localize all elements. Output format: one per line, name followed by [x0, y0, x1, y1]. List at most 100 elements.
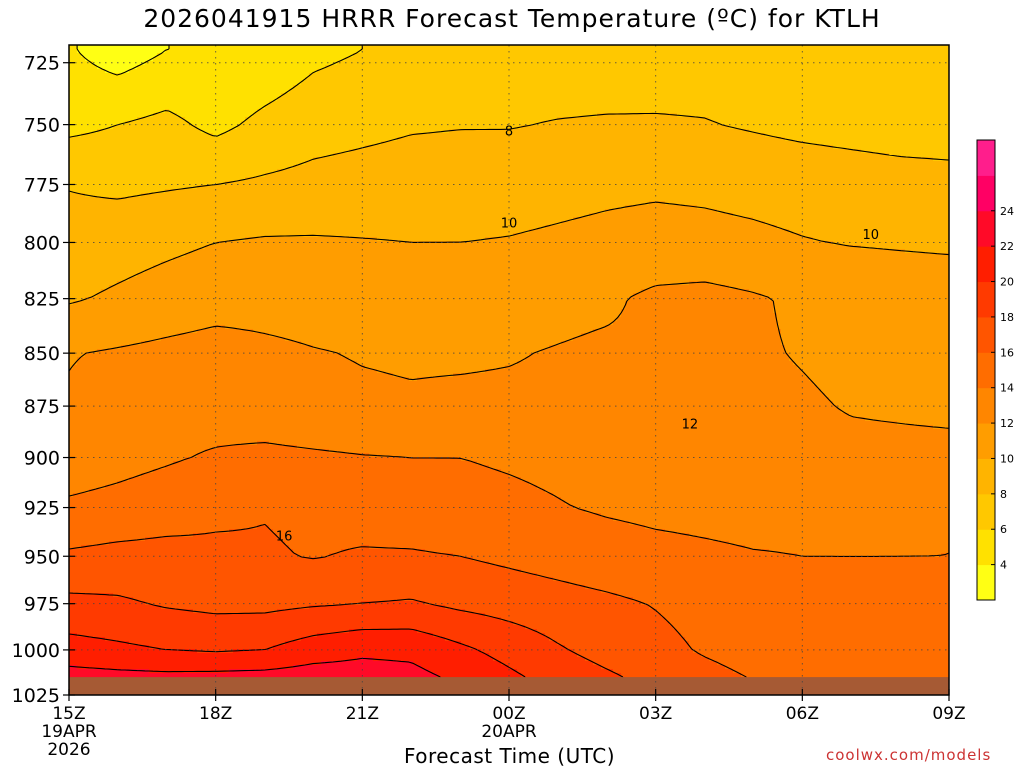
temperature-cell: [69, 477, 130, 482]
temperature-cell: [153, 113, 178, 118]
temperature-cell: [369, 453, 949, 458]
temperature-cell: [193, 609, 278, 614]
temperature-cell: [269, 101, 949, 106]
temperature-cell: [69, 425, 934, 430]
temperature-cell: [573, 505, 949, 510]
temperature-cell: [129, 277, 949, 282]
temperature-cell: [69, 229, 530, 234]
temperature-cell: [597, 113, 678, 118]
temperature-cell: [789, 357, 949, 362]
temperature-cell: [413, 661, 502, 666]
temperature-cell: [149, 645, 274, 650]
temperature-cell: [69, 617, 502, 622]
temperature-cell: [89, 489, 546, 494]
temperature-cell: [773, 305, 949, 310]
x-tick-label: 21Z: [346, 704, 379, 724]
temperature-cell: [69, 533, 194, 538]
temperature-cell: [145, 537, 282, 542]
temperature-cell: [69, 129, 98, 134]
temperature-cell: [69, 609, 194, 614]
temperature-cell: [253, 113, 598, 118]
y-tick-label: 800: [24, 232, 60, 254]
temperature-cell: [69, 469, 154, 474]
temperature-cell: [69, 389, 822, 394]
temperature-cell: [69, 101, 270, 106]
temperature-cell: [717, 661, 949, 666]
temperature-cell: [169, 109, 258, 114]
temperature-cell: [273, 529, 666, 534]
temperature-cell: [521, 673, 622, 678]
temperature-cell: [69, 661, 322, 666]
temperature-cell: [69, 409, 842, 414]
temperature-cell: [281, 537, 710, 542]
temperature-cell: [237, 125, 522, 130]
temperature-cell: [145, 601, 362, 606]
temperature-cell: [269, 441, 949, 446]
temperature-cell: [125, 121, 190, 126]
temperature-cell: [941, 553, 949, 558]
temperature-cell: [485, 369, 802, 374]
temperature-cell: [569, 581, 949, 586]
temperature-cell: [333, 153, 890, 158]
temperature-cell: [69, 357, 78, 362]
temperature-cell: [317, 69, 949, 74]
temperature-cell: [665, 617, 949, 622]
temperature-cell: [465, 609, 658, 614]
temperature-cell: [69, 341, 142, 346]
temperature-cell: [69, 401, 834, 406]
temperature-cell: [69, 529, 230, 534]
temperature-cell: [165, 49, 362, 54]
temperature-cell: [69, 49, 78, 54]
temperature-cell: [841, 409, 949, 414]
temperature-cell: [805, 373, 949, 378]
y-tick-label: 775: [24, 174, 60, 196]
temperature-cell: [625, 301, 774, 306]
temperature-cell: [69, 185, 198, 190]
temperature-cell: [69, 405, 838, 410]
temperature-cell: [69, 349, 98, 354]
temperature-cell: [69, 201, 650, 206]
temperature-cell: [69, 445, 218, 450]
temperature-cell: [69, 465, 166, 470]
temperature-cell: [521, 477, 949, 482]
temperature-cell: [85, 193, 142, 198]
colorbar-swatch: [977, 246, 995, 283]
temperature-cell: [69, 353, 86, 358]
temperature-cell: [97, 65, 138, 70]
temperature-cell: [749, 129, 949, 134]
colorbar-swatch: [977, 564, 995, 601]
temperature-cell: [301, 81, 949, 86]
temperature-cell: [69, 429, 949, 434]
temperature-cell: [833, 241, 949, 246]
contour-line: [69, 201, 949, 305]
chart-title: 2026041915 HRRR Forecast Temperature (ºC…: [143, 4, 881, 33]
temperature-cell: [69, 641, 130, 646]
temperature-cell: [101, 289, 642, 294]
temperature-cell: [81, 133, 214, 138]
temperature-cell: [69, 85, 294, 90]
temperature-cell: [529, 481, 949, 486]
temperature-cell: [509, 473, 949, 478]
temperature-cell: [717, 121, 949, 126]
temperature-cell: [285, 641, 462, 646]
temperature-cell: [69, 569, 522, 574]
temperature-cell: [657, 609, 949, 614]
temperature-cell: [517, 669, 614, 674]
temperature-cell: [69, 637, 106, 642]
temperature-cell: [69, 369, 378, 374]
temperature-cell: [585, 509, 949, 514]
temperature-cell: [289, 89, 949, 94]
x-tick-label: 15Z: [52, 704, 85, 724]
temperature-cell: [69, 137, 398, 142]
temperature-cell: [633, 293, 762, 298]
temperature-cell: [773, 309, 949, 314]
temperature-cell: [549, 345, 786, 350]
temperature-cell: [77, 45, 170, 50]
temperature-cell: [165, 189, 949, 194]
temperature-cell: [653, 285, 730, 290]
temperature-cell: [585, 585, 949, 590]
temperature-cell: [489, 561, 949, 566]
temperature-cell: [449, 129, 750, 134]
y-tick-label: 825: [24, 289, 60, 311]
temperature-cell: [197, 185, 949, 190]
